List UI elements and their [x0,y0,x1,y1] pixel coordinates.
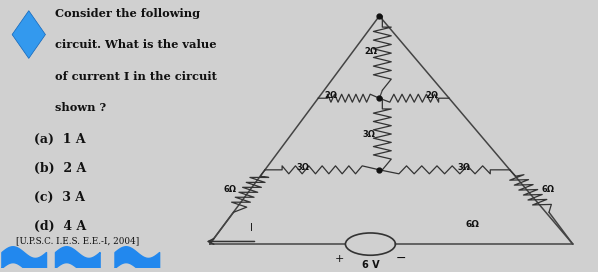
Text: 3Ω: 3Ω [297,163,310,172]
Text: 2Ω: 2Ω [426,91,438,100]
Text: of current I in the circuit: of current I in the circuit [55,71,217,82]
Text: +: + [335,254,344,264]
Text: (b)  2 A: (b) 2 A [34,162,86,175]
Text: Consider the following: Consider the following [55,8,200,19]
Text: 6Ω: 6Ω [465,220,479,229]
Text: 6Ω: 6Ω [542,185,555,194]
Text: (a)  1 A: (a) 1 A [34,133,86,146]
Text: shown ?: shown ? [55,102,106,113]
Text: circuit. What is the value: circuit. What is the value [55,39,216,50]
Text: 6Ω: 6Ω [224,185,237,194]
Text: [U.P.S.C. I.E.S. E.E.-I, 2004]: [U.P.S.C. I.E.S. E.E.-I, 2004] [16,236,139,245]
Text: −: − [396,252,407,265]
Text: 2Ω: 2Ω [364,47,377,56]
Text: 3Ω: 3Ω [457,163,470,172]
Text: (c)  3 A: (c) 3 A [34,191,85,204]
Text: 6 V: 6 V [362,260,379,270]
Text: I: I [250,223,253,233]
Text: 3Ω: 3Ω [363,129,376,138]
Text: (d)  4 A: (d) 4 A [34,220,86,233]
Polygon shape [12,11,45,58]
Text: 2Ω: 2Ω [325,91,337,100]
